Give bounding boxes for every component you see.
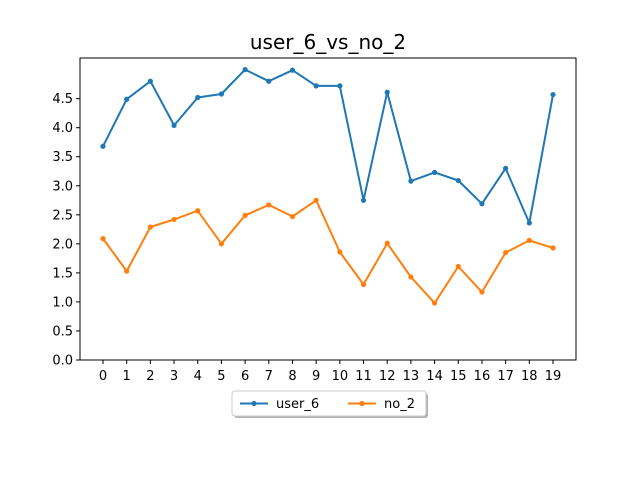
series-user_6	[100, 67, 556, 226]
x-tick-label: 18	[521, 369, 538, 384]
legend-marker	[359, 400, 365, 407]
y-tick-label: 1.0	[52, 295, 73, 310]
x-tick-label: 13	[403, 369, 420, 384]
x-tick-label: 9	[312, 369, 320, 384]
y-tick-label: 3.5	[52, 150, 73, 165]
data-point	[266, 202, 272, 208]
data-point	[100, 143, 106, 149]
data-point	[526, 220, 532, 226]
data-point	[384, 89, 390, 95]
data-point	[408, 274, 414, 280]
x-tick-label: 0	[99, 369, 107, 384]
data-point	[337, 83, 343, 89]
x-tick-label: 11	[355, 369, 372, 384]
data-point	[431, 300, 438, 306]
legend-label: no_2	[384, 397, 415, 412]
series-layer	[100, 67, 556, 306]
data-point	[289, 213, 296, 220]
x-tick-label: 19	[545, 369, 562, 384]
data-point	[124, 96, 130, 102]
y-tick-label: 0.0	[52, 354, 73, 369]
data-point	[455, 177, 461, 184]
data-point	[550, 245, 556, 251]
x-tick-label: 6	[241, 369, 249, 384]
series-line	[102, 199, 554, 305]
x-tick-label: 3	[170, 369, 178, 384]
chart-title: user_6_vs_no_2	[250, 30, 406, 54]
series-line	[102, 68, 554, 224]
data-point	[360, 197, 367, 203]
y-tick-label: 0.5	[52, 324, 73, 339]
x-tick-label: 5	[217, 369, 225, 384]
x-tick-label: 15	[450, 369, 467, 384]
x-tick-label: 16	[474, 369, 491, 384]
x-axis: 0 1 2 3 4 5 6 7 8 9 10 11 12 13 14 15 16 17 18 19	[99, 360, 561, 384]
data-point	[313, 83, 319, 89]
x-tick-label: 8	[288, 369, 296, 384]
legend: user_6 no_2	[231, 390, 428, 418]
data-point	[384, 240, 390, 246]
data-point	[218, 91, 225, 97]
plot-area	[79, 57, 577, 361]
y-tick-label: 4.5	[52, 92, 73, 107]
x-tick-label: 2	[146, 369, 154, 384]
data-point	[337, 249, 343, 255]
data-point	[479, 201, 485, 207]
data-point	[147, 78, 153, 84]
y-axis: 0.0 0.5 1.0 1.5 2.0 2.5 3.0 3.5 4.0 4.5	[52, 92, 80, 369]
data-point	[124, 268, 130, 274]
data-point	[360, 281, 367, 288]
data-point	[503, 165, 509, 171]
series-no_2	[100, 197, 556, 306]
data-point	[408, 178, 414, 184]
data-point	[526, 237, 532, 243]
y-tick-label: 1.5	[52, 266, 73, 281]
data-point	[171, 216, 177, 223]
x-tick-label: 7	[265, 369, 273, 384]
data-point	[550, 91, 556, 98]
data-point	[171, 122, 177, 128]
y-tick-label: 4.0	[52, 121, 73, 136]
data-point	[266, 78, 272, 84]
data-point	[242, 67, 248, 73]
data-point	[147, 224, 153, 230]
x-tick-label: 4	[194, 369, 202, 384]
y-tick-label: 3.0	[52, 179, 73, 194]
data-point	[289, 67, 296, 73]
data-point	[503, 249, 509, 256]
data-point	[242, 212, 248, 218]
data-point	[313, 197, 319, 203]
legend-label: user_6	[276, 397, 319, 412]
legend-marker	[251, 400, 257, 407]
data-point	[195, 94, 201, 101]
x-tick-label: 12	[379, 369, 396, 384]
data-point	[479, 289, 485, 295]
x-tick-label: 1	[123, 369, 131, 384]
data-point	[100, 236, 106, 242]
legend-box	[231, 390, 427, 417]
x-tick-label: 10	[332, 369, 349, 384]
data-point	[195, 208, 201, 214]
data-point	[218, 241, 225, 247]
y-tick-label: 2.0	[52, 237, 73, 252]
data-point	[455, 263, 461, 270]
y-tick-label: 2.5	[52, 208, 73, 223]
x-tick-label: 17	[497, 369, 514, 384]
x-tick-label: 14	[426, 369, 443, 384]
data-point	[431, 169, 438, 176]
